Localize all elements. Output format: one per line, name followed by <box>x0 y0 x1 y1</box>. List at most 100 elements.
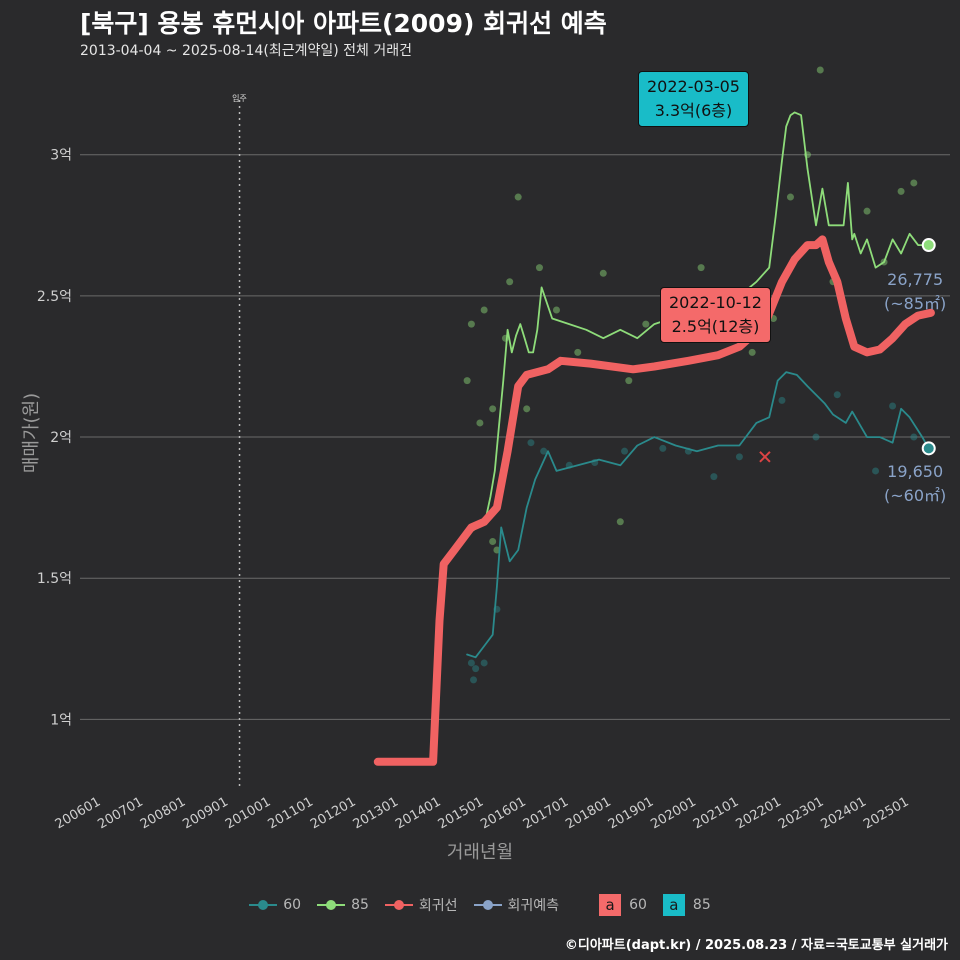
x-tick-label: 202001 <box>648 794 698 832</box>
x-tick-label: 201101 <box>265 794 315 832</box>
scatter-point-85 <box>910 179 918 187</box>
x-tick-label: 200701 <box>95 794 145 832</box>
legend-key-60-icon <box>249 900 278 910</box>
x-tick-label: 201901 <box>606 794 656 832</box>
scatter-point-85 <box>599 269 607 277</box>
y-tick-labels: 1억 1.5억 2억 2.5억 3억 <box>37 148 72 729</box>
legend-key-85-icon <box>317 900 346 910</box>
footer-credit: ©디아파트(dapt.kr) / 2025.08.23 / 자료=국토교통부 실… <box>564 938 948 953</box>
annotation-regression-date: 2022-10-12 <box>669 293 762 312</box>
scatter-point-85 <box>523 405 531 413</box>
page-title: [북구] 용봉 휴먼시아 아파트(2009) 회귀선 예측 <box>80 9 607 38</box>
marker-layer <box>759 238 936 463</box>
scatter-point-60 <box>872 467 880 475</box>
legend-box-85: a <box>662 894 685 916</box>
end-label-85: 26,775 (~85㎡) <box>884 268 946 316</box>
y-axis-label: 매매가(원) <box>21 392 42 474</box>
annotation-peak-85-date: 2022-03-05 <box>647 77 740 96</box>
x-tick-label: 201601 <box>478 794 528 832</box>
scatter-point-85 <box>748 348 756 356</box>
scatter-point-60 <box>621 447 629 455</box>
scatter-point-60 <box>812 433 820 441</box>
x-tick-labels: 2006012007012008012009012010012011012012… <box>53 794 912 832</box>
scatter-point-60 <box>470 676 478 684</box>
scatter-point-85 <box>574 348 582 356</box>
x-tick-label: 202201 <box>733 794 783 832</box>
end-label-60-value: 19,650 <box>887 462 944 481</box>
x-tick-label: 201401 <box>393 794 443 832</box>
legend-box-item-85: a 85 <box>662 894 711 916</box>
legend-box-label-60: 60 <box>629 897 647 913</box>
scatter-point-60 <box>540 447 548 455</box>
page-subtitle: 2013-04-04 ~ 2025-08-14(최근계약일) 전체 거래건 <box>80 43 412 59</box>
x-tick-label: 201301 <box>351 794 401 832</box>
x-tick-label: 202101 <box>691 794 741 832</box>
scatter-point-85 <box>514 193 522 201</box>
y-tick-label: 3억 <box>50 148 72 164</box>
x-tick-label: 202401 <box>819 794 869 832</box>
legend-label-60: 60 <box>283 897 302 913</box>
y-tick-label: 2.5억 <box>37 289 72 305</box>
end-point-60 <box>921 441 936 456</box>
x-tick-label: 200901 <box>180 794 230 832</box>
scatter-point-85 <box>616 518 624 526</box>
x-tick-label: 202501 <box>861 794 911 832</box>
scatter-point-60 <box>889 402 897 410</box>
legend-key-regression-icon <box>384 900 413 910</box>
scatter-point-60 <box>710 473 718 481</box>
scatter-point-60 <box>735 453 743 461</box>
legend-item-regression: 회귀선 <box>384 894 458 916</box>
scatter-point-85 <box>489 405 497 413</box>
legend-label-85: 85 <box>351 897 369 913</box>
legend-box-60: a <box>599 894 622 916</box>
legend-item-prediction: 회귀예측 <box>473 894 560 916</box>
grid-lines: 입주 <box>80 94 950 790</box>
legend: 60 85 회귀선 회귀예측 a 60 a 85 <box>0 894 960 916</box>
scatter-point-85 <box>506 278 514 286</box>
legend-box-item-60: a 60 <box>599 894 647 916</box>
scatter-point-85 <box>467 320 475 328</box>
scatter-point-85 <box>476 419 484 427</box>
legend-label-regression: 회귀선 <box>418 898 458 914</box>
scatter-point-85 <box>863 207 871 215</box>
end-label-85-value: 26,775 <box>887 270 944 289</box>
annotation-peak-85-value: 3.3억(6층) <box>654 101 733 120</box>
move-in-label: 입주 <box>232 94 247 103</box>
end-point-85 <box>921 238 936 253</box>
annotation-regression: 2022-10-12 2.5억(12층) <box>660 287 771 343</box>
scatter-point-60 <box>778 396 786 404</box>
scatter-point-60 <box>527 439 535 447</box>
y-tick-label: 2억 <box>50 430 72 446</box>
y-tick-label: 1억 <box>50 712 72 728</box>
scatter-point-85 <box>480 306 488 314</box>
scatter-point-60 <box>659 444 667 452</box>
scatter-point-60 <box>833 391 841 399</box>
scatter-point-85 <box>786 193 794 201</box>
scatter-point-85 <box>897 187 905 195</box>
x-tick-label: 200601 <box>53 794 103 832</box>
x-tick-label: 201201 <box>308 794 358 832</box>
regression-line <box>373 235 935 766</box>
x-axis-label: 거래년월 <box>446 842 514 863</box>
scatter-point-60 <box>467 659 475 667</box>
scatter-point-85 <box>463 377 471 385</box>
legend-key-prediction-icon <box>473 900 502 910</box>
scatter-point-85 <box>489 538 497 546</box>
x-tick-label: 201001 <box>223 794 273 832</box>
scatter-point-85 <box>642 320 650 328</box>
scatter-point-85 <box>625 377 633 385</box>
x-tick-label: 201801 <box>563 794 613 832</box>
x-tick-label: 201501 <box>436 794 486 832</box>
scatter-point-85 <box>552 306 560 314</box>
annotation-regression-value: 2.5억(12층) <box>671 317 760 336</box>
legend-item-85: 85 <box>317 894 369 916</box>
legend-label-prediction: 회귀예측 <box>507 898 560 914</box>
annotation-peak-85: 2022-03-05 3.3억(6층) <box>638 71 749 127</box>
legend-item-60: 60 <box>249 894 301 916</box>
x-tick-label: 200801 <box>138 794 188 832</box>
scatter-point-60 <box>472 665 480 673</box>
scatter-point-85 <box>535 264 543 272</box>
x-tick-label: 201701 <box>521 794 571 832</box>
end-label-60: 19,650 (~60㎡) <box>884 460 946 508</box>
